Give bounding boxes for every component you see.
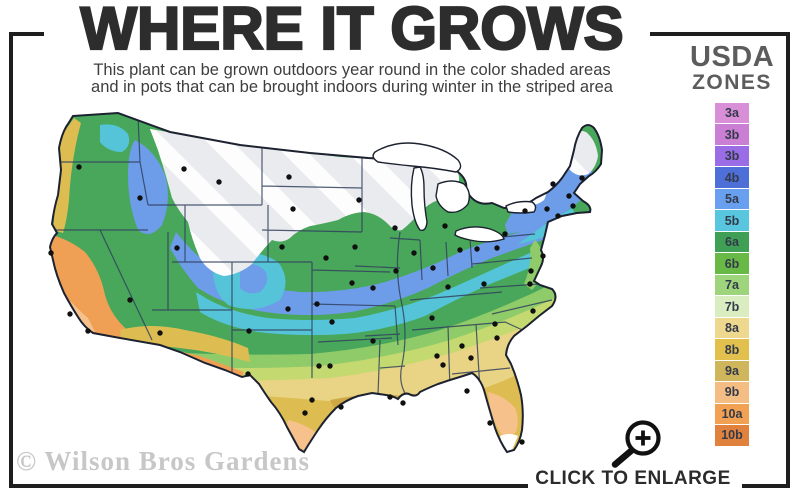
zone-chip-4b: 4b xyxy=(715,167,749,188)
great-lakes xyxy=(372,142,537,243)
zone-chip-8a: 8a xyxy=(715,317,749,339)
zone-chip-7a: 7a xyxy=(715,274,749,296)
zone-chip-3a: 3a xyxy=(715,103,749,124)
zone-chip-6a: 6a xyxy=(715,231,749,253)
legend-title-zones: ZONES xyxy=(692,71,772,94)
zone-chip-8b: 8b xyxy=(715,339,749,360)
legend-title-usda: USDA xyxy=(690,41,775,73)
lake-ontario xyxy=(505,200,537,214)
lake-superior xyxy=(372,142,462,173)
click-to-enlarge-button[interactable]: CLICK TO ENLARGE xyxy=(535,468,731,489)
lake-michigan xyxy=(410,166,428,232)
zone-chip-9a: 9a xyxy=(715,360,749,382)
page-title: WHERE IT GROWS xyxy=(79,0,625,63)
usda-zones-legend: USDA ZONES 3a 3b 3b 4b 5a 5b 6a 6b 7a 7b 8a 8b 9a 9b 1… xyxy=(690,42,774,447)
zone-chip-3b: 3b xyxy=(715,124,749,145)
zone-chip-3b: 3b xyxy=(715,145,749,167)
zone-chip-7b: 7b xyxy=(715,296,749,317)
zone-chip-5a: 5a xyxy=(715,188,749,210)
watermark-copyright: © Wilson Bros Gardens xyxy=(16,446,310,476)
zone-list: 3a 3b 3b 4b 5a 5b 6a 6b 7a 7b 8a 8b 9a 9b 10a 10b xyxy=(690,103,774,446)
frame-border-top-left xyxy=(9,32,44,36)
frame-border-top-right xyxy=(650,32,790,36)
zone-chip-10a: 10a xyxy=(715,403,749,425)
frame-border-left xyxy=(9,32,13,488)
frame-border-bottom-left xyxy=(9,484,528,488)
zone-chip-5b: 5b xyxy=(715,210,749,231)
lake-erie xyxy=(454,226,505,243)
state-borders xyxy=(54,115,556,396)
magnifying-glass-plus-icon[interactable] xyxy=(600,408,666,470)
frame-border-right xyxy=(786,32,790,488)
zone-chip-6b: 6b xyxy=(715,253,749,274)
zone-chip-9b: 9b xyxy=(715,382,749,403)
subtitle-line-2: and in pots that can be brought indoors … xyxy=(91,78,613,96)
zone-chip-10b: 10b xyxy=(715,425,749,446)
subtitle: This plant can be grown outdoors year ro… xyxy=(12,62,692,96)
subtitle-line-1: This plant can be grown outdoors year ro… xyxy=(93,61,611,79)
frame-border-bottom-right xyxy=(742,484,790,488)
lake-huron xyxy=(435,180,471,214)
city-markers xyxy=(48,164,585,445)
